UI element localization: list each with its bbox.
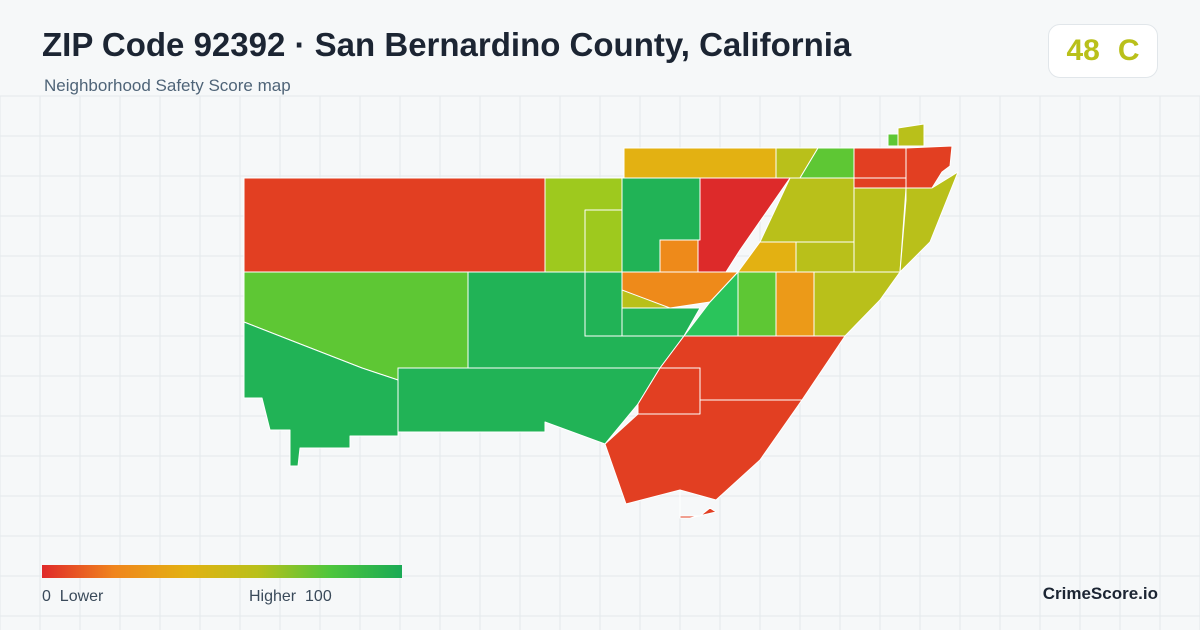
map-region[interactable] (659, 239, 699, 273)
map-region[interactable] (813, 271, 901, 337)
map-region[interactable] (795, 241, 855, 273)
map-region[interactable] (584, 209, 623, 273)
page-subtitle: Neighborhood Safety Score map (44, 76, 291, 95)
page-title: ZIP Code 92392 · San Bernardino County, … (42, 26, 852, 63)
map-region[interactable] (853, 187, 907, 273)
legend-high-label: Higher 100 (249, 588, 332, 605)
map-region[interactable] (737, 241, 797, 273)
map-region[interactable] (623, 147, 777, 179)
map-region[interactable] (243, 321, 399, 467)
map-region[interactable] (243, 177, 546, 273)
map-region[interactable] (899, 171, 959, 273)
map-region[interactable] (604, 399, 803, 519)
map-region[interactable] (697, 177, 791, 273)
safety-score-color-scale (42, 565, 402, 578)
map-region[interactable] (887, 133, 899, 147)
legend-low-label: 0 Lower (42, 588, 104, 605)
map-region[interactable] (584, 271, 623, 337)
map-region[interactable] (853, 147, 907, 179)
brand-logo-text: CrimeScore.io (1042, 584, 1158, 603)
map-region[interactable] (737, 271, 777, 337)
map-region[interactable] (897, 123, 925, 147)
score-value: 48 (1066, 34, 1100, 67)
map-region[interactable] (775, 271, 815, 337)
safety-score-badge: 48 C (1048, 24, 1158, 78)
score-grade: C (1117, 34, 1140, 67)
